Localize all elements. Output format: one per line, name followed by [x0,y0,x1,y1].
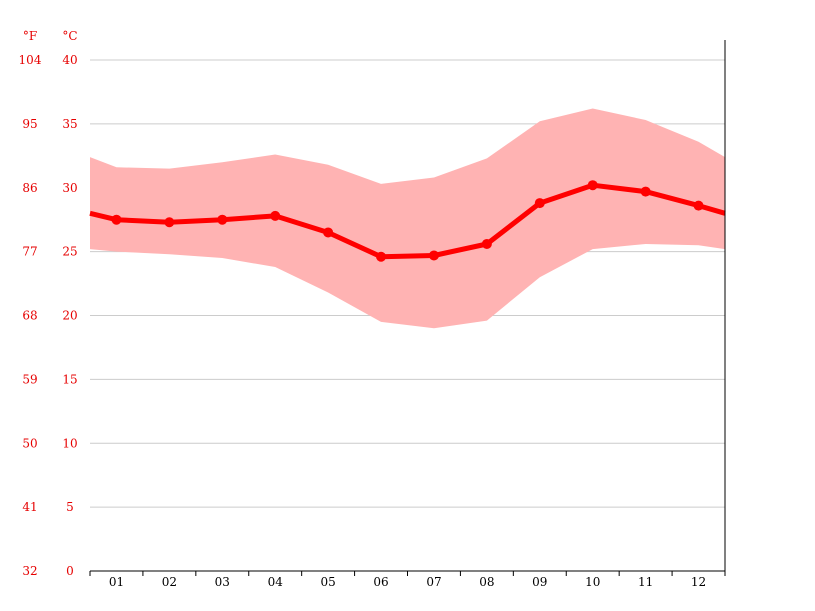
month-label-01: 01 [109,575,124,589]
celsius-tick-label: 10 [62,436,77,450]
fahrenheit-tick-label: 104 [19,53,42,67]
fahrenheit-tick-label: 41 [22,500,37,514]
axes [89,40,726,576]
month-label-03: 03 [215,575,230,589]
mean-temperature-line [89,180,726,262]
data-point-04 [270,210,281,221]
fahrenheit-tick-label: 86 [22,181,37,195]
month-label-12: 12 [691,575,706,589]
celsius-tick-label: 15 [62,372,77,386]
month-label-07: 07 [426,575,441,589]
fahrenheit-unit-label: °F [23,29,37,43]
data-point-03 [217,214,228,225]
month-label-09: 09 [532,575,547,589]
range-band-area [90,108,725,329]
fahrenheit-tick-label: 77 [22,245,37,259]
data-point-07 [428,250,439,261]
fahrenheit-tick-label: 50 [22,436,37,450]
month-label-08: 08 [479,575,494,589]
data-point-10 [587,180,598,191]
celsius-tick-label: 25 [62,245,77,259]
temperature-range-band [90,108,725,329]
mean-line-path [89,182,726,260]
data-point-08 [481,238,492,249]
data-point-12 [693,200,704,211]
data-point-01 [111,214,122,225]
month-label-11: 11 [638,575,653,589]
data-point-11 [640,186,651,197]
fahrenheit-tick-label: 59 [22,372,37,386]
fahrenheit-tick-label: 68 [22,309,37,323]
celsius-unit-label: °C [62,29,77,43]
celsius-tick-label: 30 [62,181,77,195]
celsius-tick-label: 20 [62,309,77,323]
data-point-06 [376,251,387,262]
celsius-tick-label: 35 [62,117,77,131]
celsius-tick-label: 0 [66,564,74,578]
y-axis-ticks: 32 0 41 5 50 10 59 15 68 20 77 25 86 30 95 35 104 40 [19,53,78,578]
data-point-09 [534,198,545,209]
fahrenheit-tick-label: 32 [22,564,37,578]
month-label-04: 04 [268,575,284,589]
month-label-06: 06 [373,575,388,589]
month-label-02: 02 [162,575,177,589]
month-label-10: 10 [585,575,600,589]
x-axis-ticks: 01 02 03 04 05 06 07 08 09 10 11 12 [109,575,706,589]
celsius-tick-label: 40 [62,53,77,67]
celsius-tick-label: 5 [66,500,74,514]
month-label-05: 05 [320,575,335,589]
fahrenheit-tick-label: 95 [22,117,37,131]
data-point-05 [323,227,334,238]
data-point-02 [164,217,175,228]
